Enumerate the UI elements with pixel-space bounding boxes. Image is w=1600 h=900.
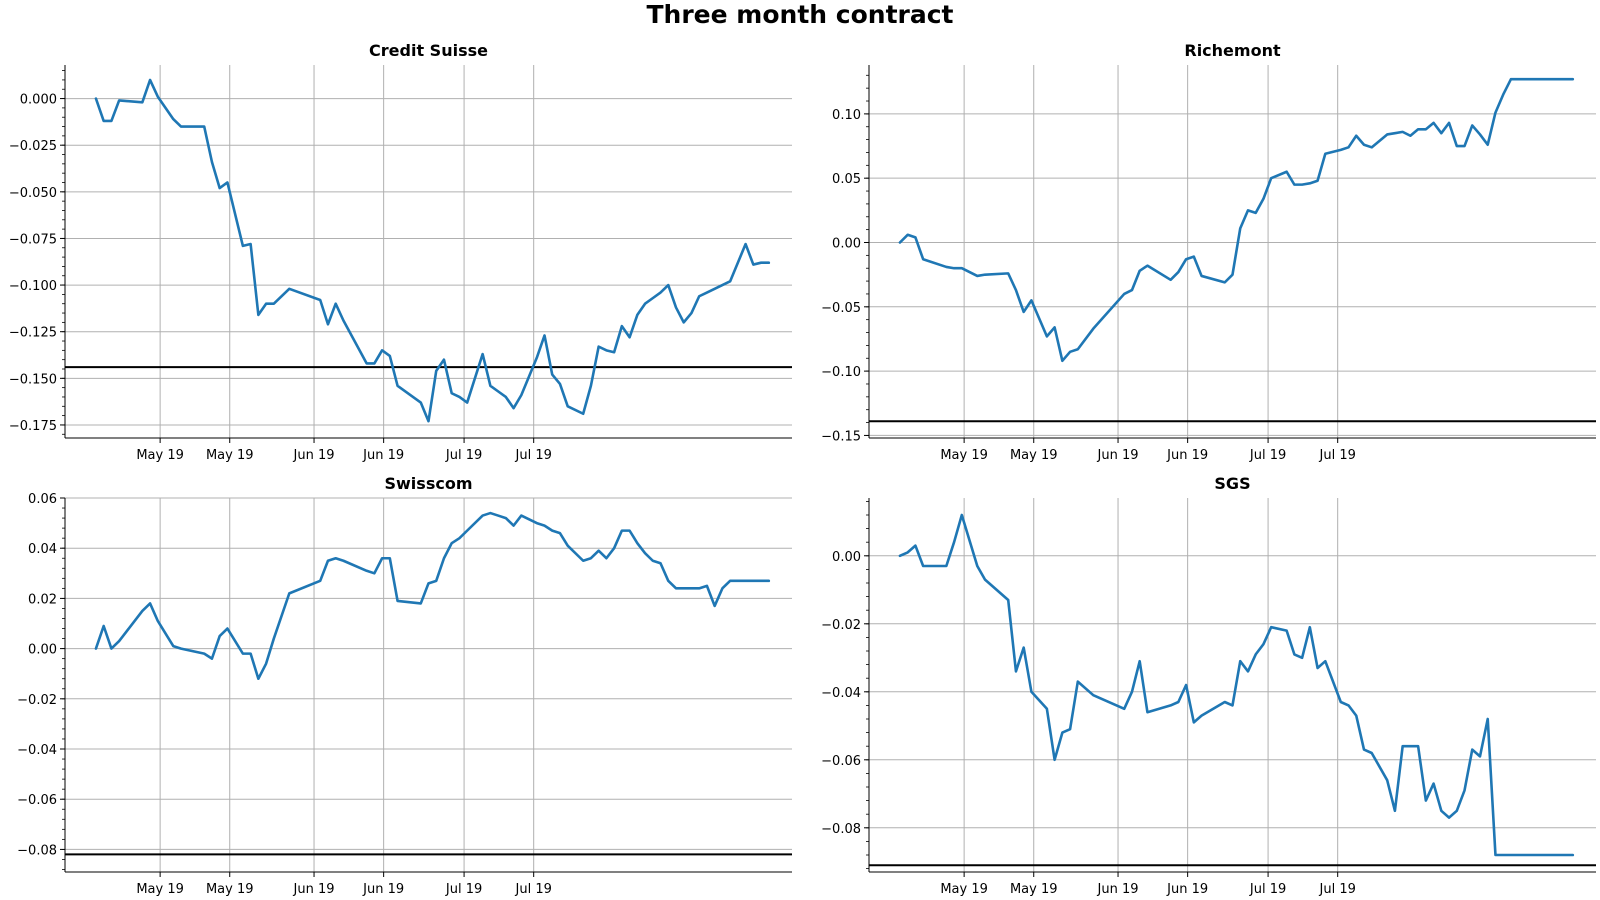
x-tick-label: Jul 19 xyxy=(445,448,482,463)
x-tick-label: May 19 xyxy=(136,882,184,897)
x-tick-label: May 19 xyxy=(940,448,988,463)
chart-title: Richemont xyxy=(1184,41,1281,60)
y-tick-label: −0.06 xyxy=(821,754,861,769)
chart-credit-suisse: May 19 May 19 Jun 19 Jun 19 Jul 19 Jul 19 −0.1… xyxy=(9,41,792,463)
x-tick-label: May 19 xyxy=(206,882,254,897)
x-tick-label: Jul 19 xyxy=(515,882,552,897)
chart-swisscom: May 19 May 19 Jun 19 Jun 19 Jul 19 Jul 19 −0.0… xyxy=(17,474,792,897)
y-tick-label: −0.100 xyxy=(9,279,57,294)
y-tick-label: 0.02 xyxy=(28,592,57,607)
x-tick-label: Jun 19 xyxy=(1166,882,1208,897)
chart-title: Credit Suisse xyxy=(369,41,488,60)
chart-richemont: May 19 May 19 Jun 19 Jun 19 Jul 19 Jul 19 −0.1… xyxy=(821,41,1596,463)
y-tick-label: −0.08 xyxy=(17,843,57,858)
x-tick-label: Jul 19 xyxy=(515,448,552,463)
y-tick-label: −0.025 xyxy=(9,139,57,154)
y-tick-label: −0.050 xyxy=(9,186,57,201)
x-tick-label: Jul 19 xyxy=(445,882,482,897)
figure-title: Three month contract xyxy=(646,0,954,29)
y-tick-label: 0.04 xyxy=(28,542,57,557)
y-tick-label: −0.06 xyxy=(17,793,57,808)
y-tick-label: 0.10 xyxy=(832,108,861,123)
y-tick-label: −0.125 xyxy=(9,326,57,341)
y-tick-label: −0.150 xyxy=(9,372,57,387)
chart-title: Swisscom xyxy=(385,474,473,493)
y-tick-label: 0.00 xyxy=(832,236,861,251)
x-tick-label: May 19 xyxy=(940,882,988,897)
y-tick-label: −0.10 xyxy=(821,365,861,380)
x-tick-label: Jun 19 xyxy=(293,448,335,463)
x-tick-label: Jun 19 xyxy=(1097,882,1139,897)
y-tick-label: 0.000 xyxy=(20,93,57,108)
y-tick-label: −0.04 xyxy=(821,686,861,701)
series-line xyxy=(94,78,771,423)
series-line xyxy=(898,513,1575,857)
y-tick-label: 0.06 xyxy=(28,492,57,507)
y-tick-label: −0.04 xyxy=(17,743,57,758)
y-tick-label: 0.00 xyxy=(28,643,57,658)
y-tick-label: 0.05 xyxy=(832,172,861,187)
chart-sgs: May 19 May 19 Jun 19 Jun 19 Jul 19 Jul 19 −0.0… xyxy=(821,474,1596,897)
x-tick-label: Jun 19 xyxy=(362,882,404,897)
x-tick-label: Jul 19 xyxy=(1249,882,1286,897)
x-tick-label: Jun 19 xyxy=(362,448,404,463)
x-tick-label: Jul 19 xyxy=(1249,448,1286,463)
x-tick-label: May 19 xyxy=(1010,882,1058,897)
series-line xyxy=(898,77,1575,363)
x-tick-label: May 19 xyxy=(1010,448,1058,463)
y-tick-label: −0.175 xyxy=(9,419,57,434)
x-tick-label: Jun 19 xyxy=(1166,448,1208,463)
y-tick-label: −0.075 xyxy=(9,232,57,247)
y-tick-label: −0.08 xyxy=(821,822,861,837)
chart-title: SGS xyxy=(1214,474,1250,493)
x-tick-label: Jun 19 xyxy=(1097,448,1139,463)
x-tick-label: May 19 xyxy=(136,448,184,463)
x-tick-label: Jun 19 xyxy=(293,882,335,897)
series-line xyxy=(94,511,771,681)
y-tick-label: −0.15 xyxy=(821,429,861,444)
x-tick-label: Jul 19 xyxy=(1319,882,1356,897)
y-tick-label: −0.02 xyxy=(821,618,861,633)
y-tick-label: −0.05 xyxy=(821,301,861,316)
x-tick-label: Jul 19 xyxy=(1319,448,1356,463)
y-tick-label: −0.02 xyxy=(17,693,57,708)
y-tick-label: 0.00 xyxy=(832,550,861,565)
x-tick-label: May 19 xyxy=(206,448,254,463)
